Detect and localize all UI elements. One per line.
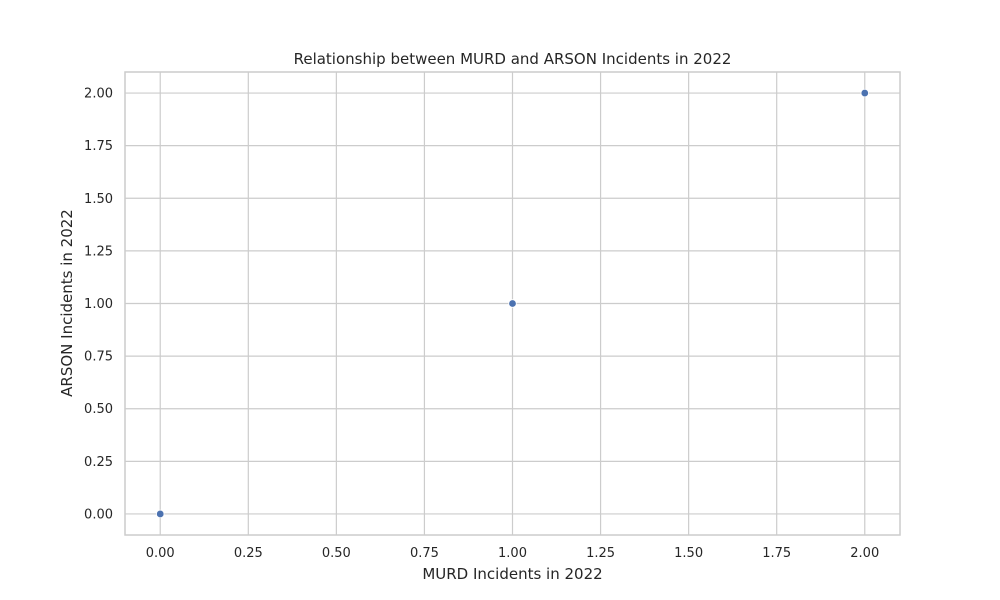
chart-title: Relationship between MURD and ARSON Inci… (294, 50, 732, 68)
x-tick-labels: 0.00 0.25 0.50 0.75 1.00 1.25 1.50 1.75 2.00 (146, 546, 879, 561)
y-axis-label: ARSON Incidents in 2022 (58, 209, 76, 397)
x-tick-label: 1.50 (674, 546, 703, 561)
x-tick-label: 1.75 (762, 546, 791, 561)
x-tick-label: 1.00 (498, 546, 527, 561)
x-tick-label: 0.75 (410, 546, 439, 561)
y-tick-label: 2.00 (84, 87, 113, 102)
x-tick-label: 0.25 (234, 546, 263, 561)
y-tick-label: 1.00 (84, 297, 113, 312)
scatter-point (508, 299, 517, 308)
points-layer (156, 88, 869, 519)
y-tick-label: 0.75 (84, 350, 113, 365)
y-tick-label: 1.25 (84, 244, 113, 259)
plot-frame (124, 71, 901, 536)
scatter-point (860, 88, 869, 98)
x-tick-label: 0.00 (146, 546, 175, 561)
x-axis-label: MURD Incidents in 2022 (422, 565, 602, 583)
x-tick-label: 1.25 (586, 546, 615, 561)
y-tick-labels: 0.00 0.25 0.50 0.75 1.00 1.25 1.50 1.75 2.00 (84, 87, 113, 523)
y-tick-label: 1.75 (84, 139, 113, 154)
y-tick-label: 1.50 (84, 192, 113, 207)
scatter-point (156, 509, 165, 519)
x-tick-label: 2.00 (850, 546, 879, 561)
y-tick-label: 0.25 (84, 455, 113, 470)
y-tick-label: 0.00 (84, 507, 113, 522)
y-tick-label: 0.50 (84, 402, 113, 417)
x-tick-label: 0.50 (322, 546, 351, 561)
